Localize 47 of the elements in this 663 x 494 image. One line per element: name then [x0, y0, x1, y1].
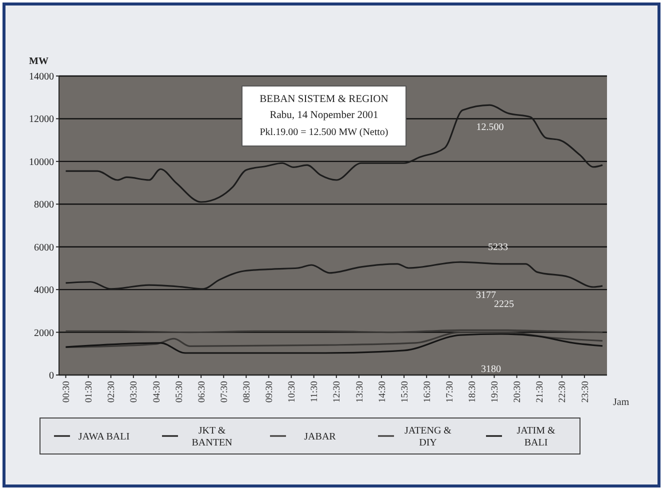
x-tick-label: 22:30	[558, 380, 568, 403]
x-tick-label: 04:30	[152, 380, 162, 403]
x-tick-label: 15:30	[400, 380, 410, 403]
y-tick-label: 8000	[34, 200, 54, 211]
x-tick-label: 12:30	[332, 380, 343, 403]
legend-label: JATENG & DIY	[404, 426, 452, 448]
text: BEBAN SISTEM & REGION	[260, 94, 389, 105]
annotation: 3180	[481, 364, 501, 375]
x-tick-label: 05:30	[174, 380, 185, 403]
x-tick-label: 11:30	[310, 380, 320, 402]
x-tick-label: 13:30	[355, 380, 366, 403]
x-tick-label: 20:30	[513, 380, 524, 403]
x-tick-label: 00:30	[62, 380, 72, 403]
x-tick-label: 02:30	[107, 380, 118, 403]
legend-label: JKT & BANTEN	[192, 426, 232, 448]
x-tick-label: 07:30	[220, 380, 230, 403]
annotation: Pkl.19.00 = 12.500 MW (Netto)	[260, 127, 388, 138]
annotation: 12.500	[476, 122, 504, 133]
x-tick-label: 18:30	[468, 380, 478, 403]
x-tick-label: 08:30	[242, 380, 252, 403]
y-tick-label: 12000	[29, 114, 54, 126]
x-tick-label: 19:30	[490, 380, 501, 403]
legend-label: JATIM & BALI	[516, 426, 556, 448]
x-tick-label: 16:30	[422, 380, 433, 403]
x-axis-title: Jam	[613, 397, 630, 408]
x-tick-label: 09:30	[265, 380, 276, 403]
legend-label: JAWA BALI	[78, 432, 130, 442]
line-series	[64, 331, 604, 348]
x-tick-label: 06:30	[197, 380, 208, 403]
x-tick-label: 03:30	[130, 380, 140, 403]
y-tick-label: 2000	[34, 328, 54, 339]
y-axis-title: MW	[29, 56, 48, 67]
legend-label: JABAR	[304, 432, 336, 442]
x-tick-label: 14:30	[378, 380, 388, 403]
y-tick-label: 10000	[29, 156, 54, 168]
annotation: 2225	[494, 299, 514, 310]
annotation: 3177	[476, 290, 496, 301]
x-tick-label: 10:30	[288, 380, 298, 403]
y-tick-label: 6000	[34, 242, 54, 254]
x-tick-label: 21:30	[536, 380, 546, 403]
x-tick-label: 01:30	[84, 380, 95, 403]
text: Rabu, 14 Nopember 2001	[270, 110, 378, 121]
x-tick-label: 17:30	[445, 380, 456, 403]
y-tick-label: 14000	[29, 72, 54, 82]
y-tick-label: 4000	[34, 285, 54, 296]
y-tick-label: 0	[49, 370, 54, 382]
x-tick-label: 23:30	[580, 380, 591, 403]
